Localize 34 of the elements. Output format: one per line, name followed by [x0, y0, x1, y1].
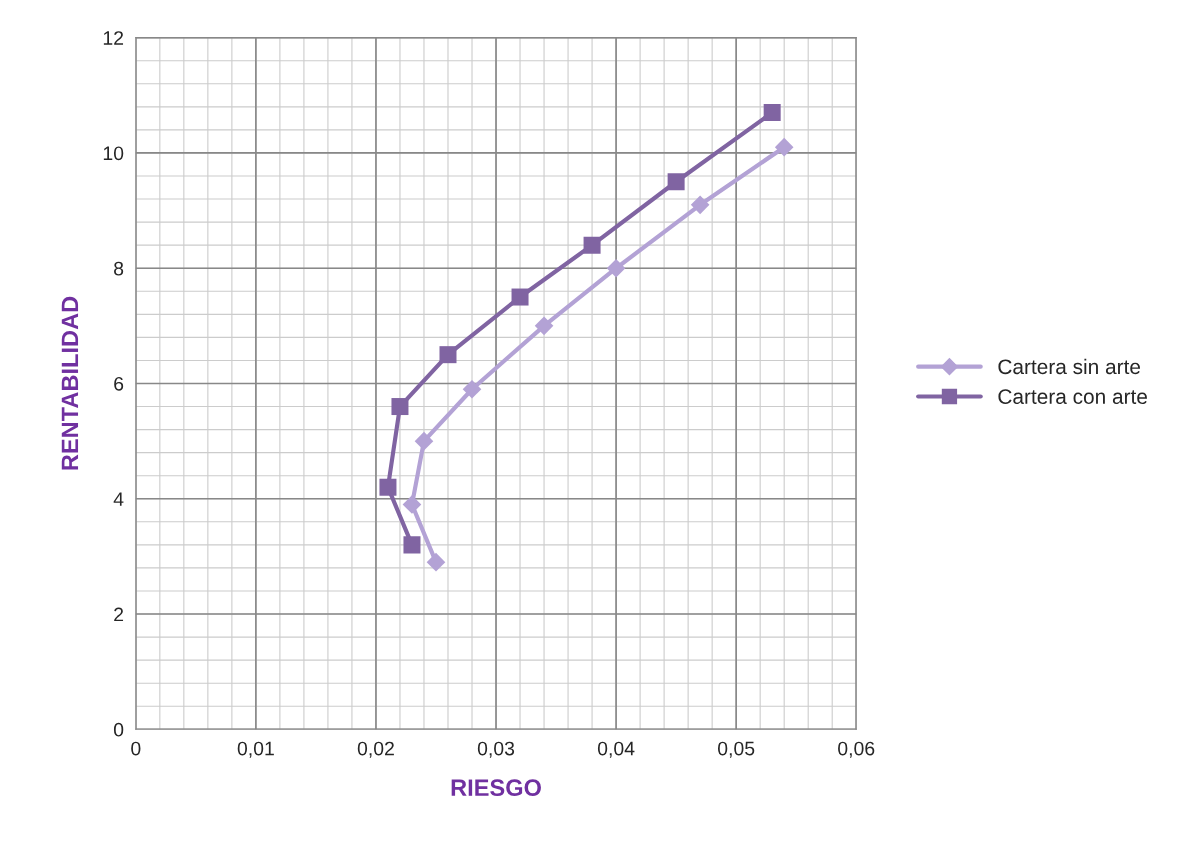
point — [462, 379, 482, 399]
y-tick-label: 6 — [114, 376, 124, 391]
x-tick-label: 0,06 — [838, 741, 875, 758]
x-tick-label: 0,03 — [477, 741, 515, 758]
y-tick-label: 2 — [114, 607, 124, 622]
y-tick-label: 4 — [113, 492, 124, 506]
point — [402, 495, 422, 514]
x-tick-label: 0 — [131, 741, 141, 756]
y-tick-label: 10 — [103, 146, 124, 161]
x-tick-label: 0,04 — [597, 741, 635, 758]
y-tick-label: 8 — [114, 261, 124, 276]
x-tick-label: 0,01 — [237, 741, 274, 758]
point — [690, 195, 710, 215]
point — [534, 316, 554, 336]
point — [763, 104, 781, 122]
point — [414, 431, 434, 451]
x-tick-label: 0,02 — [357, 741, 394, 758]
x-tick-label: 0,05 — [718, 741, 755, 758]
y-tick-label: 12 — [103, 31, 124, 45]
y-axis-title: RENTABILIDAD — [61, 296, 79, 470]
legend-label: Cartera con arte — [998, 389, 1147, 404]
point — [667, 173, 685, 191]
point — [403, 536, 421, 554]
legend-label: Cartera sin arte — [998, 358, 1141, 375]
x-axis-title: RIESGO — [451, 779, 541, 797]
point — [583, 236, 601, 254]
point — [379, 478, 397, 496]
point — [426, 552, 446, 572]
point — [774, 137, 794, 157]
point — [439, 346, 457, 364]
point — [606, 258, 626, 278]
point — [391, 398, 409, 416]
point — [511, 288, 529, 306]
y-tick-label: 0 — [113, 722, 124, 737]
